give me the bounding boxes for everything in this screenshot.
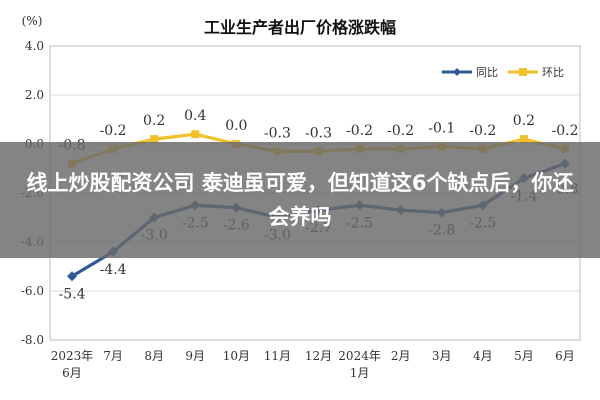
data-label-mom: -0.2 xyxy=(469,123,496,139)
data-label-mom: 0.4 xyxy=(184,108,206,124)
data-label-mom: -0.2 xyxy=(100,123,127,139)
x-tick-label-line: 2024年 xyxy=(338,349,381,363)
data-point-yoy xyxy=(67,271,77,282)
chart-title: 工业生产者出厂价格涨跌幅 xyxy=(204,18,396,37)
x-tick-label-line: 12月 xyxy=(305,349,332,363)
x-tick-label-line: 1月 xyxy=(350,366,370,380)
x-tick-label: 7月 xyxy=(103,349,123,363)
x-tick-label-line: 7月 xyxy=(103,349,123,363)
x-tick-label-line: 5月 xyxy=(514,349,534,363)
x-tick-label-line: 6月 xyxy=(62,366,82,380)
data-label-mom: 0.2 xyxy=(513,113,535,129)
x-tick-label: 5月 xyxy=(514,349,534,363)
x-tick-label-line: 4月 xyxy=(473,349,493,363)
x-tick-label-line: 2023年 xyxy=(51,349,94,363)
x-tick-label: 11月 xyxy=(264,349,291,363)
data-point-mom xyxy=(191,130,200,139)
data-label-mom: -0.1 xyxy=(428,120,455,136)
legend-label-mom: 环比 xyxy=(542,66,564,79)
data-label-mom: 0.2 xyxy=(143,113,165,129)
x-tick-label-line: 9月 xyxy=(185,349,205,363)
data-label-mom: 0.0 xyxy=(225,118,247,134)
x-tick-label: 12月 xyxy=(305,349,332,363)
y-tick-label: -6.0 xyxy=(21,284,44,298)
data-point-mom xyxy=(150,135,159,144)
x-tick-label: 8月 xyxy=(144,349,164,363)
data-label-mom: -0.3 xyxy=(264,125,291,141)
x-tick-label: 3月 xyxy=(432,349,452,363)
data-label-mom: -0.2 xyxy=(552,123,579,139)
x-tick-label-line: 6月 xyxy=(555,349,575,363)
data-point-mom xyxy=(519,135,528,144)
y-tick-label: -8.0 xyxy=(21,333,44,347)
x-tick-label-line: 10月 xyxy=(223,349,250,363)
legend-marker-yoy xyxy=(453,68,461,76)
legend-label-yoy: 同比 xyxy=(476,66,498,79)
x-tick-label: 2023年 6月 xyxy=(51,349,94,380)
data-label-mom: -0.3 xyxy=(305,125,332,141)
data-label-mom: -0.2 xyxy=(387,123,414,139)
data-label-mom: -0.2 xyxy=(346,123,373,139)
x-tick-label-line: 2月 xyxy=(391,349,411,363)
overlay-banner: 线上炒股配资公司 泰迪虽可爱，但知道这6个缺点后，你还会养吗 xyxy=(0,142,600,258)
y-axis-unit: (%) xyxy=(22,14,43,28)
x-tick-label-line: 11月 xyxy=(264,349,291,363)
x-tick-label-line: 3月 xyxy=(432,349,452,363)
x-tick-label: 2月 xyxy=(391,349,411,363)
y-tick-label: 2.0 xyxy=(25,88,44,102)
legend-marker-mom xyxy=(519,68,527,76)
y-tick-label: 4.0 xyxy=(25,39,44,53)
data-label-yoy: -5.4 xyxy=(59,286,86,302)
x-tick-label: 6月 xyxy=(555,349,575,363)
data-label-yoy: -4.4 xyxy=(100,262,127,278)
x-tick-label: 10月 xyxy=(223,349,250,363)
x-tick-label: 2024年 1月 xyxy=(338,349,381,380)
x-tick-label-line: 8月 xyxy=(144,349,164,363)
overlay-banner-text: 线上炒股配资公司 泰迪虽可爱，但知道这6个缺点后，你还会养吗 xyxy=(26,171,574,229)
x-tick-label: 9月 xyxy=(185,349,205,363)
x-tick-label: 4月 xyxy=(473,349,493,363)
